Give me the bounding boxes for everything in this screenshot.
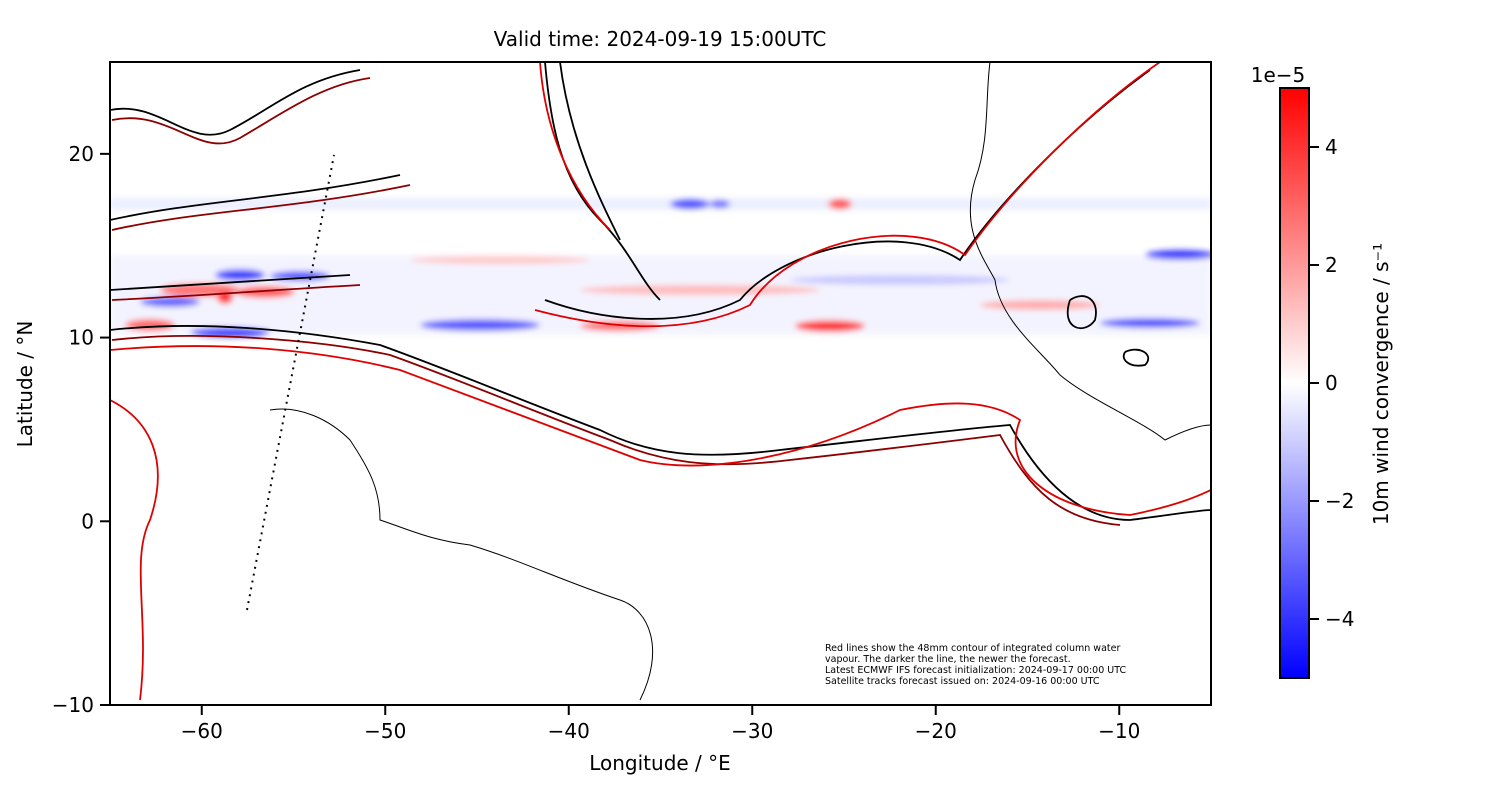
x-tick-label: −10 bbox=[1098, 719, 1140, 743]
x-tick-label: −30 bbox=[731, 719, 773, 743]
colorbar-tick-label: 2 bbox=[1325, 253, 1338, 277]
y-axis-label: Latitude / °N bbox=[13, 321, 37, 448]
colorbar-tick-label: −4 bbox=[1325, 607, 1354, 631]
map-field bbox=[110, 62, 1211, 701]
colorbar-label: 10m wind convergence / s⁻¹ bbox=[1369, 243, 1393, 525]
colorbar-offset: 1e−5 bbox=[1251, 63, 1306, 87]
annotation-line: Red lines show the 48mm contour of integ… bbox=[825, 643, 1120, 654]
x-tick-label: −40 bbox=[548, 719, 590, 743]
y-tick-label: 20 bbox=[69, 142, 94, 166]
colorbar-tick-label: 4 bbox=[1325, 135, 1338, 159]
annotation-line: vapour. The darker the line, the newer t… bbox=[825, 654, 1071, 665]
x-tick-label: −60 bbox=[181, 719, 223, 743]
y-tick-label: 10 bbox=[69, 326, 94, 350]
x-tick-label: −20 bbox=[915, 719, 957, 743]
y-tick-label: −10 bbox=[52, 693, 94, 717]
chart-title: Valid time: 2024-09-19 15:00UTC bbox=[494, 27, 827, 51]
annotation-line: Satellite tracks forecast issued on: 202… bbox=[825, 676, 1100, 687]
y-tick-label: 0 bbox=[81, 509, 94, 533]
annotation: Red lines show the 48mm contour of integ… bbox=[825, 643, 1126, 687]
x-axis-label: Longitude / °E bbox=[589, 751, 731, 775]
colorbar bbox=[1279, 87, 1310, 679]
x-tick-label: −50 bbox=[364, 719, 406, 743]
annotation-line: Latest ECMWF IFS forecast initialization… bbox=[825, 665, 1126, 676]
plot-frame bbox=[109, 61, 1212, 706]
colorbar-tick-label: −2 bbox=[1325, 489, 1354, 513]
colorbar-tick-label: 0 bbox=[1325, 371, 1338, 395]
